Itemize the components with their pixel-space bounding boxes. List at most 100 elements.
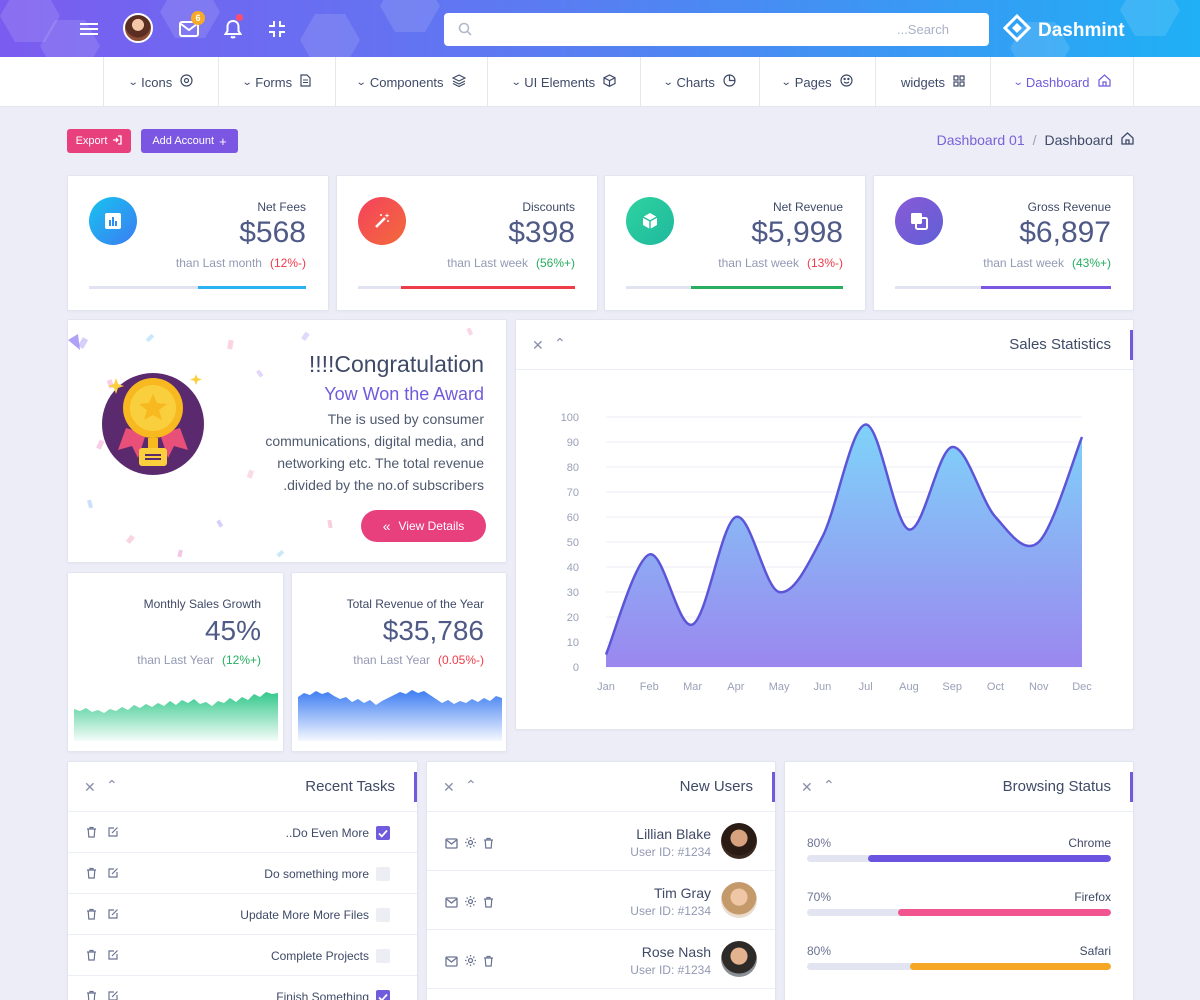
close-icon[interactable]: ✕ — [443, 779, 455, 795]
recent-tasks-panel: ✕ ⌃ Recent Tasks ..Do Even More Do someth… — [67, 761, 418, 1000]
x-axis: Jan Feb Mar Apr May Jun Jul Aug Sep Oct Nov Dec — [597, 681, 1092, 693]
trash-icon[interactable] — [86, 825, 97, 843]
compress-icon[interactable] — [262, 14, 292, 44]
y-tick-label: 10 — [567, 637, 579, 649]
trash-icon[interactable] — [483, 954, 494, 972]
bell-icon[interactable] — [218, 14, 248, 44]
mail-icon[interactable] — [174, 14, 204, 44]
export-button[interactable]: Export — [67, 129, 131, 153]
mini-label: Monthly Sales Growth — [143, 597, 261, 611]
sales-area-series — [606, 424, 1082, 667]
search-box[interactable] — [444, 13, 989, 46]
bar-chart-icon — [89, 197, 137, 245]
progress-track — [89, 286, 306, 289]
close-icon[interactable]: ✕ — [532, 337, 544, 353]
nav-item-pages[interactable]: ⌄ Pages — [759, 57, 875, 107]
nav-item-widgets[interactable]: widgets — [875, 57, 990, 107]
close-icon[interactable]: ✕ — [801, 779, 813, 795]
user-name[interactable]: Lillian Blake — [636, 826, 711, 842]
trash-icon[interactable] — [86, 866, 97, 884]
chevron-up-icon[interactable]: ⌃ — [823, 777, 835, 793]
compare-text: than Last Year — [137, 653, 214, 667]
gear-icon[interactable] — [464, 954, 477, 972]
edit-icon[interactable] — [107, 948, 119, 966]
nav-item-components[interactable]: ⌄ Components — [335, 57, 487, 107]
user-actions — [445, 895, 494, 913]
edit-icon[interactable] — [107, 989, 119, 1000]
stat-label: Discounts — [522, 200, 575, 214]
trash-icon[interactable] — [86, 907, 97, 925]
trash-icon[interactable] — [86, 989, 97, 1000]
change-badge: (12%-) — [269, 256, 306, 270]
nav-item-icons[interactable]: ⌄ Icons — [103, 57, 218, 107]
progress-fill — [867, 855, 1111, 862]
nav-item-forms[interactable]: ⌄ Forms — [218, 57, 335, 107]
edit-icon[interactable] — [107, 866, 119, 884]
add-account-button[interactable]: Add Account + — [141, 129, 238, 153]
task-checkbox[interactable] — [376, 908, 390, 922]
mail-icon[interactable] — [445, 954, 458, 972]
task-checkbox[interactable] — [376, 826, 390, 840]
browser-name: Safari — [1079, 944, 1111, 958]
copy-icon — [895, 197, 943, 245]
trash-icon[interactable] — [483, 895, 494, 913]
browser-row: 80% Chrome — [807, 836, 1111, 866]
task-row: Update More More Files — [68, 894, 417, 935]
task-checkbox[interactable] — [376, 867, 390, 881]
y-tick-label: 0 — [573, 662, 579, 674]
user-avatar[interactable] — [721, 882, 757, 918]
edit-icon[interactable] — [107, 825, 119, 843]
x-tick-label: Sep — [942, 681, 962, 693]
task-checkbox[interactable] — [376, 990, 390, 1000]
stat-value: $5,998 — [751, 216, 843, 249]
chevron-up-icon[interactable]: ⌃ — [106, 777, 118, 793]
smile-icon — [840, 74, 853, 90]
stat-card-net-fees: Net Fees $568 than Last month (12%-) — [67, 175, 329, 311]
stat-card-gross-revenue: Gross Revenue $6,897 than Last week (43%… — [873, 175, 1134, 311]
edit-icon[interactable] — [107, 907, 119, 925]
y-axis: 0 10 20 30 40 50 60 70 80 90 100 — [561, 412, 579, 674]
nav-label: Icons — [141, 74, 173, 90]
user-row: Rose Nash User ID: #1234 — [427, 930, 775, 989]
progress-track — [358, 286, 575, 289]
view-details-button[interactable]: « View Details — [361, 510, 486, 542]
gear-icon[interactable] — [464, 895, 477, 913]
add-account-label: Add Account — [152, 135, 215, 147]
close-icon[interactable]: ✕ — [84, 779, 96, 795]
top-header: 6 Dashmint — [0, 0, 1200, 57]
hamburger-icon[interactable] — [74, 14, 104, 44]
chevron-up-icon[interactable]: ⌃ — [554, 335, 566, 351]
nav-item-dashboard[interactable]: ⌄ Dashboard — [990, 57, 1134, 107]
mail-icon[interactable] — [445, 836, 458, 854]
task-checkbox[interactable] — [376, 949, 390, 963]
mail-icon[interactable] — [445, 895, 458, 913]
x-tick-label: Jan — [597, 681, 615, 693]
brand[interactable]: Dashmint — [1002, 13, 1125, 48]
x-tick-label: May — [769, 681, 790, 693]
progress-fill — [401, 286, 575, 289]
search-input[interactable] — [444, 13, 989, 46]
nav-item-ui-elements[interactable]: ⌄ UI Elements — [487, 57, 640, 107]
progress-fill — [898, 909, 1111, 916]
user-avatar[interactable] — [721, 823, 757, 859]
user-avatar[interactable] — [721, 941, 757, 977]
user-name[interactable]: Rose Nash — [641, 944, 711, 960]
nav-item-charts[interactable]: ⌄ Charts — [640, 57, 759, 107]
nav-label: UI Elements — [524, 74, 596, 90]
user-name[interactable]: Tim Gray — [653, 885, 711, 901]
trash-icon[interactable] — [86, 948, 97, 966]
x-tick-label: Apr — [727, 681, 744, 693]
chevron-up-icon[interactable]: ⌃ — [465, 777, 477, 793]
user-row: Tim Gray User ID: #1234 — [427, 871, 775, 930]
panel-title: Recent Tasks — [305, 778, 395, 795]
stat-compare: than Last week (43%+) — [983, 256, 1111, 270]
new-users-panel: ✕ ⌃ New Users Lillian Blake User ID: #123… — [426, 761, 776, 1000]
panel-header: ✕ ⌃ Browsing Status — [785, 762, 1133, 812]
user-avatar[interactable] — [123, 13, 153, 43]
panel-header: ✕ ⌃ New Users — [427, 762, 775, 812]
gear-icon[interactable] — [464, 836, 477, 854]
pie-icon — [723, 74, 736, 90]
task-actions — [86, 825, 119, 843]
trash-icon[interactable] — [483, 836, 494, 854]
breadcrumb-link[interactable]: Dashboard 01 — [936, 132, 1025, 148]
